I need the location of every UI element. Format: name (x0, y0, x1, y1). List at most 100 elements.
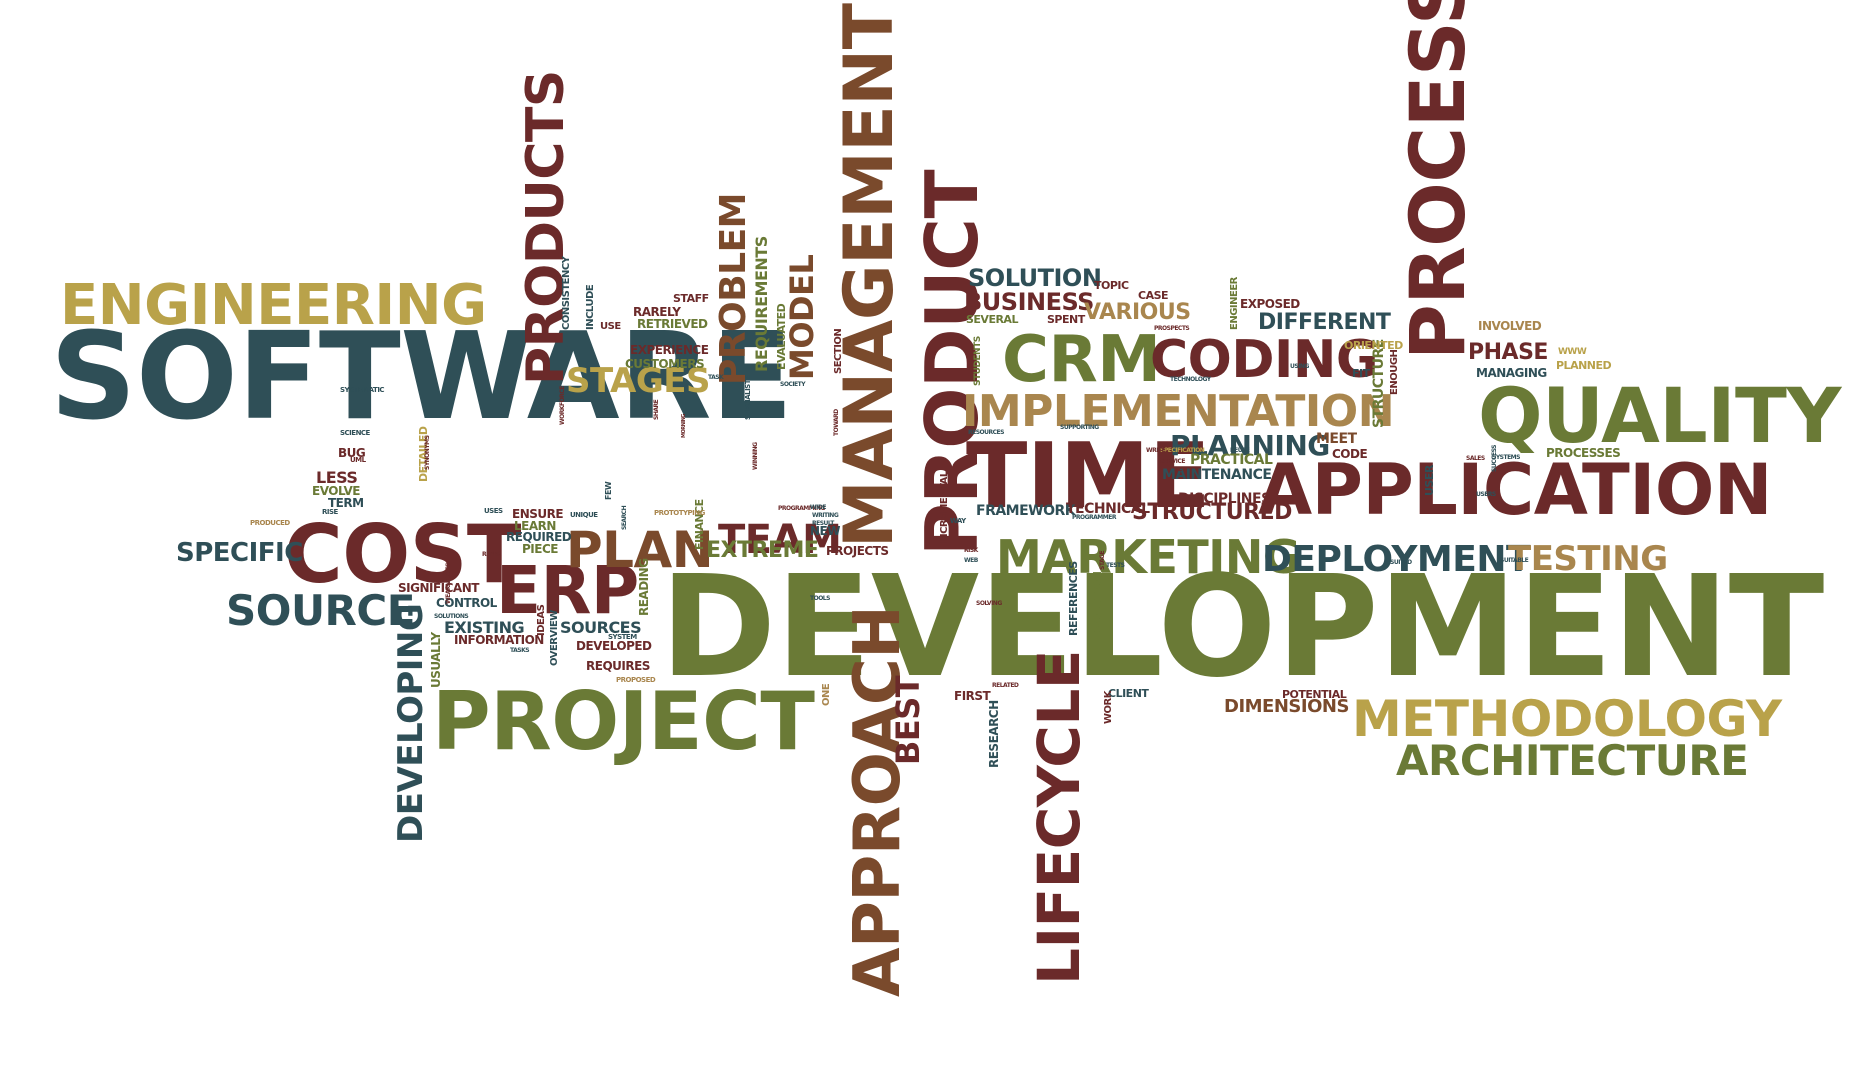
word-experience: EXPERIENCE (630, 343, 709, 357)
word-piece: PIECE (522, 542, 558, 556)
word-time: TIME (966, 424, 1210, 529)
word-ensure: ENSURE (512, 507, 564, 521)
word-students: STUDENTS (973, 336, 983, 386)
word-topic: TOPIC (1094, 279, 1129, 292)
word-development: DEVELOPMENT (660, 546, 1824, 709)
word-www: WWW (1558, 347, 1587, 357)
word-users: USERS (1476, 491, 1496, 498)
word-projects: PROJECTS (826, 544, 889, 558)
word-wide: WIDE (810, 504, 826, 511)
word-reuse: REUSE (1230, 447, 1250, 454)
word-winning: WINNING (752, 442, 759, 470)
word-term: TERM (328, 496, 364, 510)
word-suitable: SUITABLE (1500, 557, 1529, 564)
word-managing: MANAGING (1476, 366, 1547, 380)
word-various: VARIOUS (1084, 300, 1191, 325)
word-products: PRODUCTS (516, 70, 576, 385)
word-approach: APPROACH (841, 605, 915, 997)
word-testing: TESTING (1508, 539, 1668, 579)
word-several: SEVERAL (966, 313, 1018, 326)
word-oriented: ORIENTED (1344, 339, 1403, 352)
word-evaluated: EVALUATED (775, 303, 788, 370)
word-sources: SOURCES (560, 618, 642, 637)
word-problem: PROBLEM (713, 192, 754, 385)
word-science: SCIENCE (340, 429, 370, 437)
word-produced: PRODUCED (250, 519, 290, 527)
word-processes: PROCESSES (1546, 446, 1621, 460)
word-quality: QUALITY (1478, 371, 1841, 460)
word-lifecycle: LIFECYCLE (1025, 650, 1093, 985)
word-result: RESULT (812, 520, 834, 527)
word-model: MODEL (783, 254, 821, 380)
word-stages: STAGES (566, 361, 710, 401)
word-system: SYSTEM (608, 633, 637, 641)
word-structured: STRUCTURED (1132, 500, 1292, 525)
word-references: REFERENCES (1067, 561, 1080, 636)
word-solution: SOLUTION (968, 264, 1102, 292)
word-rise: RISE (322, 508, 338, 516)
word-engineering: ENGINEERING (60, 273, 487, 338)
word-phase: PHASE (1468, 340, 1548, 365)
word-crm: CRM (1002, 323, 1161, 397)
word-spent: SPENT (1047, 313, 1085, 326)
word-finance: FINANCE (693, 499, 706, 550)
word-methodology: METHODOLOGY (1352, 690, 1782, 748)
word-share: SHARE (653, 399, 660, 420)
word-systems: SYSTEMS (1492, 454, 1520, 461)
word-structure: STRUCTURE (1371, 339, 1387, 428)
word-significant: SIGNIFICANT (398, 581, 479, 595)
word-web: WEB (964, 557, 978, 564)
word-disciplines: DISCIPLINES (1178, 491, 1271, 507)
word-write: WRITE (1146, 447, 1166, 454)
word-new: NEW (810, 524, 840, 538)
word-exposed: EXPOSED (1240, 297, 1300, 311)
word-solving: SOLVING (976, 600, 1002, 607)
word-work: WORK (1103, 691, 1114, 724)
word-required: REQUIRED (506, 530, 572, 544)
word-process: PROCESS (1393, 0, 1482, 360)
word-ideas: IDEAS (536, 604, 547, 636)
word-practical: PRACTICAL (1190, 452, 1273, 468)
word-uses: USES (484, 507, 503, 515)
word-systematic: SYSTEMATIC (340, 386, 385, 394)
word-key: KEY (1174, 466, 1186, 473)
word-code: CODE (1332, 447, 1368, 461)
word-workforce: WORKFORCE (559, 386, 566, 425)
word-tests: TESTS (1106, 562, 1125, 569)
word-one: ONE (821, 683, 832, 706)
word-overview: OVERVIEW (549, 610, 560, 666)
word-unique: UNIQUE (570, 511, 598, 519)
word-user: USER (1423, 465, 1436, 496)
word-requires: REQUIRES (586, 659, 650, 673)
word-involved: INVOLVED (1478, 319, 1542, 333)
word-toward: TOWARD (833, 409, 840, 436)
word-different: DIFFERENT (1258, 310, 1391, 335)
word-developed: DEVELOPED (576, 639, 652, 653)
word-proposed: PROPOSED (616, 676, 656, 684)
word-team: TEAM (718, 517, 842, 563)
word-erp: ERP (496, 552, 639, 629)
word-programming: PROGRAMMING (778, 505, 825, 512)
word-software: SOFTWARE (50, 308, 793, 447)
word-include: INCLUDE (585, 284, 596, 330)
word-refer: REFER (482, 551, 502, 558)
word-requirements: REQUIREMENTS (752, 236, 771, 372)
word-control: CONTROL (436, 596, 497, 610)
word-technology: TECHNOLOGY (1170, 376, 1211, 383)
word-application: APPLICATION (1258, 449, 1772, 531)
word-customers: CUSTOMERS (625, 357, 705, 371)
word-meet: MEET (1316, 431, 1357, 447)
word-management: MANAGEMENT (830, 3, 909, 548)
word-business: BUSINESS (964, 288, 1094, 316)
word-potential: POTENTIAL (1282, 688, 1347, 701)
word-service: SERVICE (1160, 458, 1185, 465)
word-synonyms: SYNONYMS (424, 435, 431, 470)
word-use: USE (600, 321, 621, 332)
word-architecture: ARCHITECTURE (1396, 736, 1749, 785)
word-bug: BUG (338, 446, 366, 460)
word-research: RESEARCH (987, 700, 1001, 768)
word-society: SOCIETY (780, 381, 806, 388)
word-programmer: PROGRAMMER (1072, 514, 1116, 521)
word-task: TASK (708, 374, 724, 381)
